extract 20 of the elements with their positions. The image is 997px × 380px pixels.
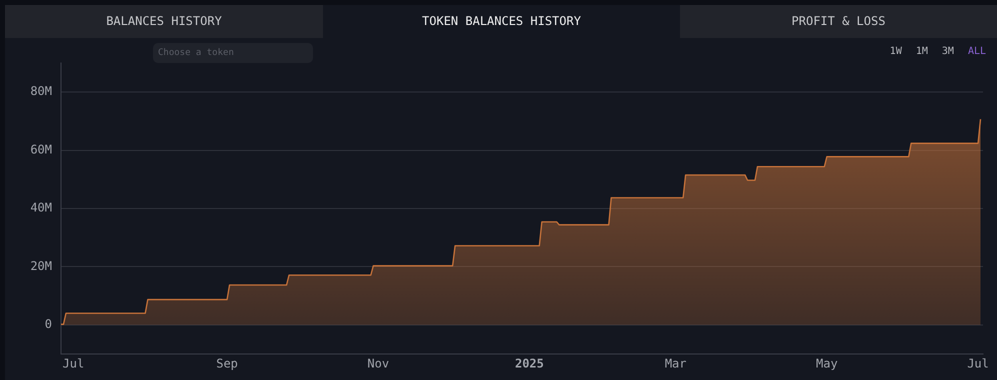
y-tick-label: 20M [30, 258, 52, 273]
chart-title: TOKEN BALANCES HISTORY [323, 5, 680, 38]
text: Choose a token [153, 43, 313, 63]
text: 1M [916, 46, 928, 57]
y-tick-label: 0 [44, 317, 52, 332]
y-tick-label: 80M [30, 84, 52, 98]
x-tick-label: May [816, 356, 838, 370]
text: ALL [968, 46, 986, 57]
text: 3M [942, 46, 954, 57]
text: PROFIT & LOSS [680, 5, 997, 38]
x-tick-label: Nov [367, 356, 390, 370]
x-tick-label: 2025 [514, 356, 544, 370]
y-tick-label: 40M [30, 200, 52, 215]
x-tick-label: Jul [62, 356, 84, 370]
x-tick-label: Jul [967, 356, 989, 370]
x-tick-label: Sep [216, 356, 238, 370]
text: 1W [890, 46, 902, 57]
y-tick-label: 60M [30, 142, 52, 156]
x-tick-label: Mar [664, 356, 687, 370]
text: BALANCES HISTORY [5, 5, 323, 38]
